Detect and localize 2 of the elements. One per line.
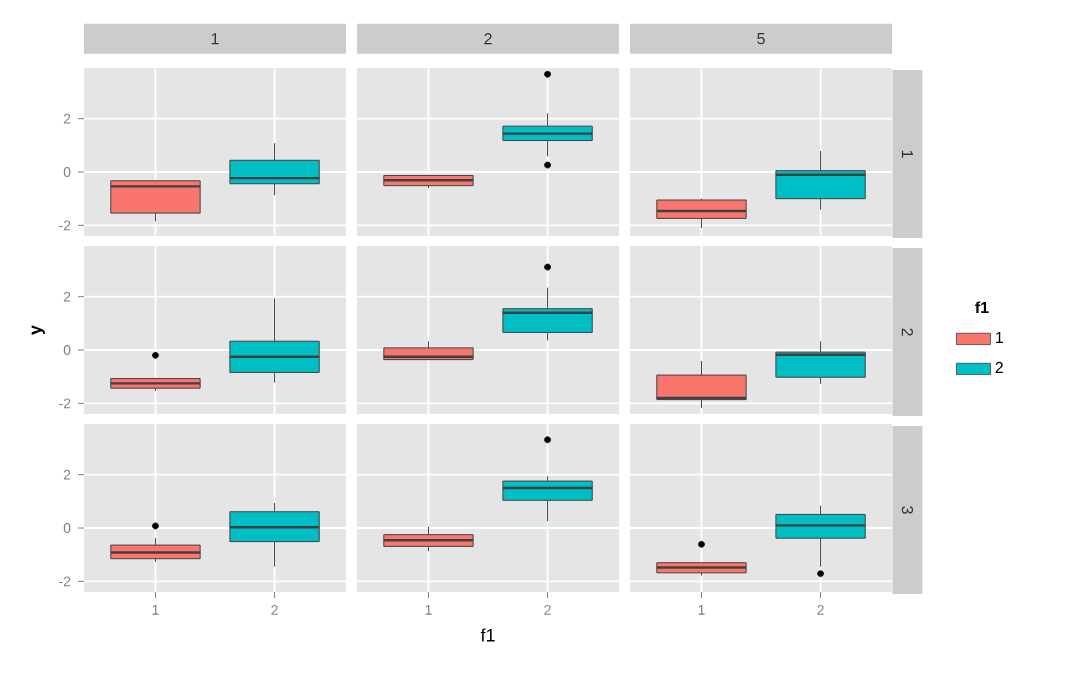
x-axis-title: f1 [480,628,495,642]
y-axis-title: y [31,325,45,335]
